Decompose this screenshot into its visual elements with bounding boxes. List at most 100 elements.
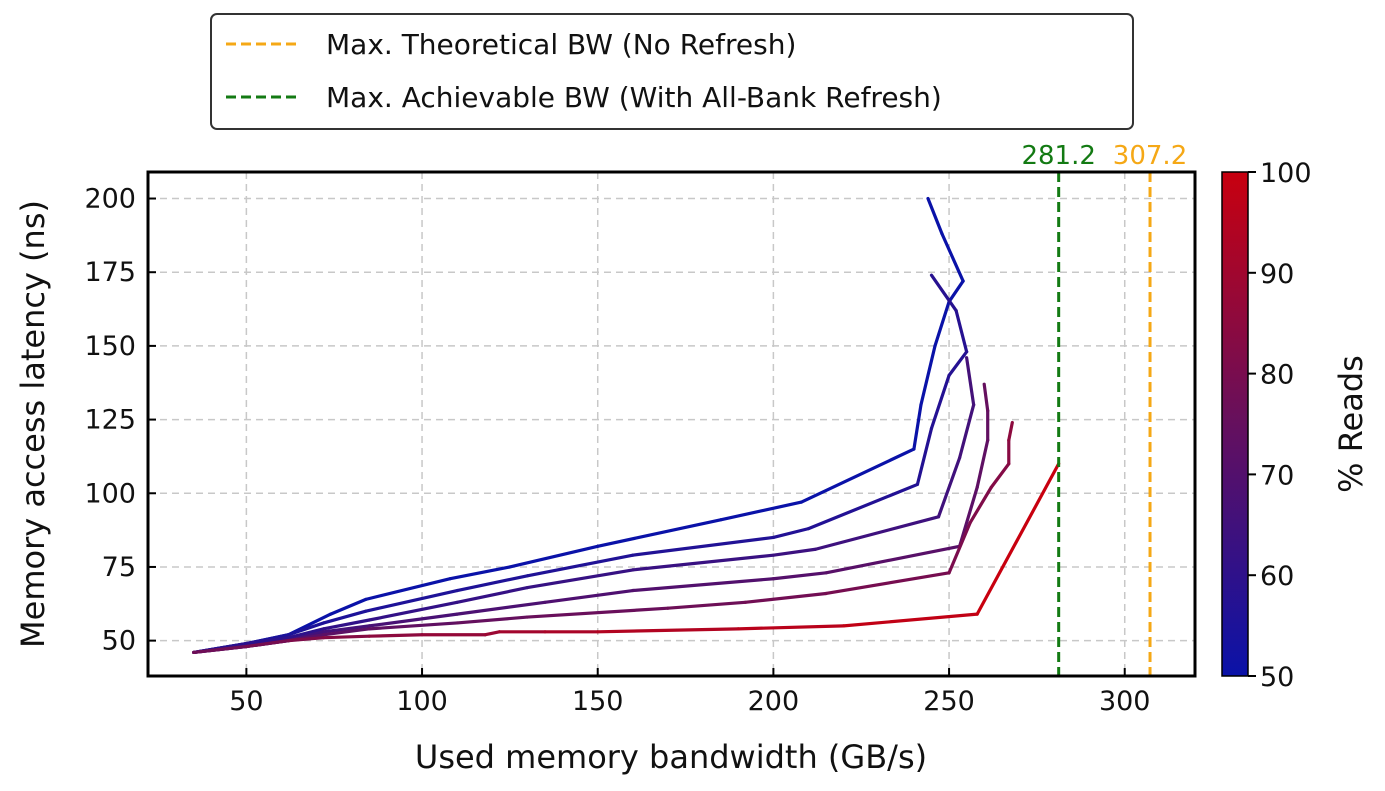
x-tick-label: 200 xyxy=(748,686,800,717)
grid xyxy=(148,172,1195,676)
series-segment xyxy=(508,544,600,569)
x-tick-label: 100 xyxy=(396,686,448,717)
x-tick-label: 50 xyxy=(229,686,263,717)
series-segment xyxy=(286,621,326,637)
series-line xyxy=(192,196,965,655)
series-segment xyxy=(958,485,979,548)
axis-ticks: 50 100 150 200 250 300 50 75 100 125 150 175 200 xyxy=(84,184,1150,717)
series-segment xyxy=(919,344,937,407)
x-tick-label: 300 xyxy=(1099,686,1151,717)
x-tick-label: 150 xyxy=(572,686,624,717)
series-segment xyxy=(322,609,368,625)
plot-frame xyxy=(146,170,1197,678)
series-segment xyxy=(736,624,846,631)
colorbar-tick-label: 90 xyxy=(1260,259,1294,290)
series-segment xyxy=(975,462,1061,616)
series-segment xyxy=(824,571,951,596)
series-line xyxy=(192,273,969,655)
series-segment xyxy=(842,612,979,628)
series-segment xyxy=(982,382,990,413)
series-segment xyxy=(965,356,976,407)
series-segment xyxy=(525,568,635,590)
x-axis-label: Used memory bandwidth (GB/s) xyxy=(415,738,927,776)
series-segment xyxy=(483,630,501,637)
y-tick-label: 100 xyxy=(84,478,136,509)
colorbar-label: % Reads xyxy=(1332,355,1370,493)
series-segment xyxy=(455,574,530,593)
series-segment xyxy=(192,644,248,655)
series-segment xyxy=(455,600,547,616)
series-segment xyxy=(989,462,1011,489)
series-segment xyxy=(322,618,371,631)
colorbar-tick-label: 50 xyxy=(1260,662,1294,693)
series-segment xyxy=(364,577,452,601)
series-line xyxy=(192,420,1014,655)
series-segment xyxy=(806,482,920,531)
series-segment xyxy=(947,279,965,304)
y-tick-label: 175 xyxy=(84,257,136,288)
series-segment xyxy=(1007,420,1014,442)
reference-lines: 307.2 281.2 xyxy=(1021,141,1187,676)
series-line xyxy=(192,462,1061,655)
series-segment xyxy=(631,553,775,572)
series-segment xyxy=(771,527,811,540)
series-segment xyxy=(244,639,291,649)
series-segment xyxy=(799,447,916,504)
series-segment xyxy=(322,624,371,634)
series-segment xyxy=(929,273,958,313)
series-segment xyxy=(596,518,723,548)
colorbar-tick-label: 80 xyxy=(1260,360,1294,391)
series-segment xyxy=(915,426,934,487)
y-tick-label: 125 xyxy=(84,405,136,436)
series-segment xyxy=(940,232,965,283)
series-segment xyxy=(666,600,747,610)
series-segment xyxy=(975,438,990,489)
series-segment xyxy=(933,300,951,348)
series-segment xyxy=(912,403,923,451)
series-segment xyxy=(936,456,962,519)
series-line xyxy=(192,356,976,655)
series-segment xyxy=(631,535,775,557)
series-segment xyxy=(455,585,530,604)
series-segment xyxy=(448,565,512,581)
series-segment xyxy=(771,571,828,581)
series-segment xyxy=(929,373,951,431)
series-segment xyxy=(719,500,804,522)
colorbar-tick-label: 60 xyxy=(1260,561,1294,592)
reference-line-label: 281.2 xyxy=(1021,141,1095,171)
series-segment xyxy=(367,621,459,631)
series-layer xyxy=(192,196,1061,655)
series-segment xyxy=(771,547,818,557)
series-segment xyxy=(329,597,368,616)
series-segment xyxy=(824,544,962,575)
series-segment xyxy=(364,588,459,613)
series-segment xyxy=(322,634,371,640)
series-segment xyxy=(367,633,424,638)
series-segment xyxy=(525,606,670,619)
series-segment xyxy=(367,612,459,628)
series-segment xyxy=(244,636,291,646)
legend: Max. Theoretical BW (No Refresh) Max. Ach… xyxy=(210,13,1134,130)
series-segment xyxy=(286,636,326,643)
series-segment xyxy=(322,627,371,637)
y-tick-label: 75 xyxy=(102,552,136,583)
y-tick-label: 200 xyxy=(84,184,136,215)
x-tick-label: 250 xyxy=(923,686,975,717)
series-segment xyxy=(947,350,969,377)
colorbar: 50 60 70 80 90 100 % Reads xyxy=(1221,158,1370,693)
series-segment xyxy=(968,485,993,525)
colorbar-tick-label: 70 xyxy=(1260,460,1294,491)
y-tick-label: 150 xyxy=(84,331,136,362)
series-segment xyxy=(543,588,635,604)
series-segment xyxy=(947,521,972,575)
y-tick-label: 50 xyxy=(102,626,136,657)
legend-label: Max. Achievable BW (With All-Bank Refres… xyxy=(326,81,942,114)
legend-label: Max. Theoretical BW (No Refresh) xyxy=(326,28,796,61)
colorbar-tick-label: 100 xyxy=(1260,158,1312,189)
series-segment xyxy=(455,615,530,625)
series-segment xyxy=(813,515,941,551)
series-segment xyxy=(367,600,459,622)
series-segment xyxy=(525,553,635,578)
series-segment xyxy=(958,403,976,460)
series-segment xyxy=(631,577,775,593)
